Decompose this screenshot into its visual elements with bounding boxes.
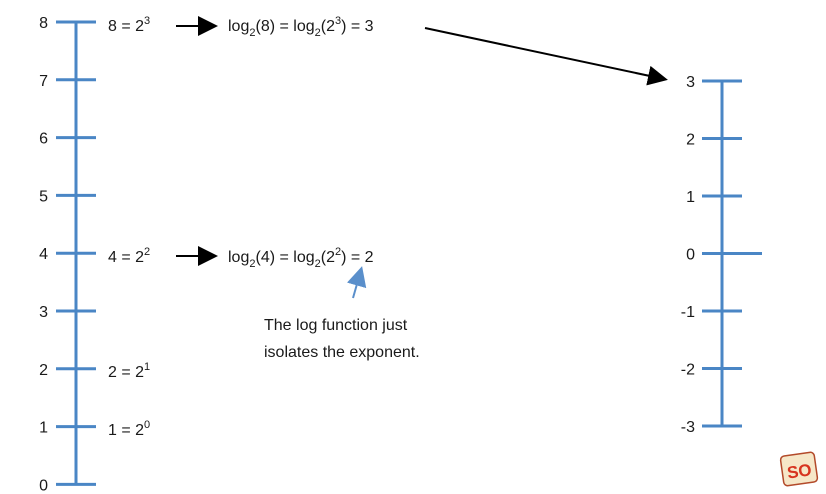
right-scale-tick-label: 1 (686, 189, 695, 206)
equation-1: 1 = 20 (108, 419, 150, 439)
note-line-2: isolates the exponent. (264, 344, 420, 361)
right-scale-tick-label: 0 (686, 247, 695, 264)
left-scale-tick-label: 0 (39, 477, 48, 494)
left-scale-tick-label: 3 (39, 304, 48, 321)
left-scale-tick-label: 5 (39, 188, 48, 205)
right-scale: -3 -2 -1 0 1 2 3 (681, 74, 762, 436)
pointer-arrow-exponent (346, 266, 367, 299)
arrow-log8-to-right-scale (424, 27, 668, 86)
left-scale-tick-label: 4 (39, 246, 48, 263)
right-scale-tick-label: 2 (686, 132, 695, 149)
svg-text:SO: SO (786, 460, 813, 482)
right-scale-tick-label: -1 (681, 304, 695, 321)
equation-4: 4 = 22 (108, 246, 150, 266)
left-scale-tick-label: 7 (39, 73, 48, 90)
right-scale-tick-label: -2 (681, 362, 695, 379)
left-scale: 0 1 2 3 4 5 6 7 8 (39, 15, 96, 494)
note-line-1: The log function just (264, 317, 408, 334)
right-scale-tick-label: -3 (681, 419, 695, 436)
equation-8: 8 = 23 (108, 15, 150, 35)
log-expression-4: log2(4) = log2(22) = 2 (228, 246, 374, 270)
right-scale-tick-label: 3 (686, 74, 695, 91)
left-scale-tick-label: 1 (39, 420, 48, 437)
equation-2: 2 = 21 (108, 361, 150, 381)
so-logo-icon: SO (779, 451, 819, 487)
left-scale-tick-label: 6 (39, 131, 48, 148)
left-scale-tick-label: 8 (39, 15, 48, 32)
left-scale-tick-label: 2 (39, 362, 48, 379)
log-expression-8: log2(8) = log2(23) = 3 (228, 15, 374, 39)
